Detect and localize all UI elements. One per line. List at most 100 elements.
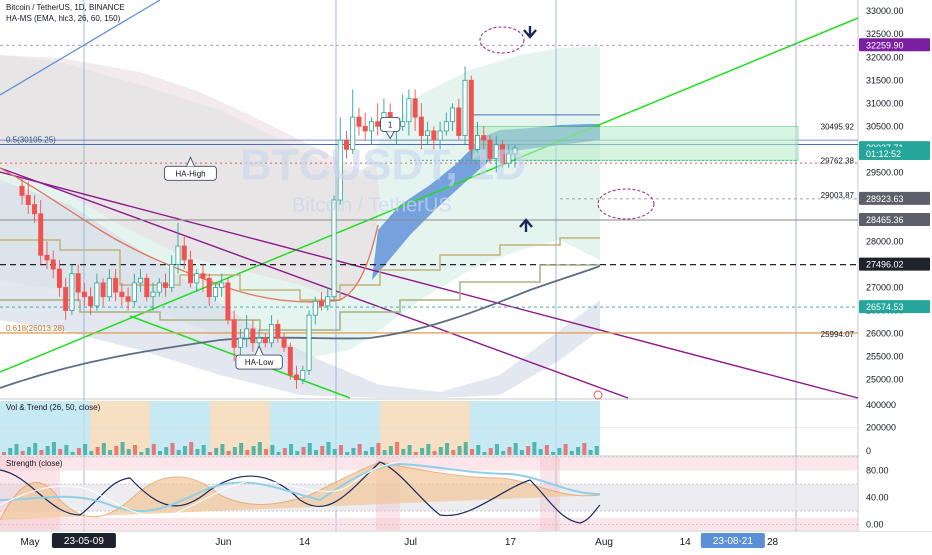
price-badge-bg: [859, 146, 930, 160]
price-badge-text: 28923.63: [866, 194, 904, 204]
green-trend-line-long: [0, 17, 859, 373]
candle-body: [275, 323, 281, 339]
strength-tick-label: 80.00: [866, 466, 889, 476]
candle-body: [475, 135, 481, 150]
price-badge: 32259.90: [859, 38, 930, 52]
date-badge: 23-08-21: [700, 533, 765, 548]
price-tick-label: 26000.00: [866, 329, 904, 339]
candle: [331, 195, 337, 302]
level-label-0: 30495.92: [821, 123, 855, 132]
candle: [275, 319, 281, 343]
candle: [269, 315, 275, 348]
vol-bar: [83, 444, 88, 455]
vol-bar: [507, 447, 512, 455]
candle-body: [281, 337, 287, 348]
candle: [443, 112, 449, 136]
candle-body: [350, 116, 356, 150]
level-label-2: 29003.87: [821, 191, 855, 200]
candle-body: [63, 287, 69, 311]
candle: [281, 333, 287, 352]
vol-bar: [2, 452, 6, 455]
candle-body: [237, 337, 243, 348]
callout-pointer: [254, 344, 264, 356]
candle-body: [400, 121, 406, 127]
vol-bar: [388, 446, 393, 455]
candle-body: [312, 300, 318, 316]
vol-bar: [26, 447, 31, 455]
vol-bar: [114, 446, 119, 455]
callout-text: HA-High: [175, 169, 205, 178]
vol-bar: [445, 443, 450, 455]
candle-body: [69, 273, 75, 311]
vol-bar: [195, 449, 200, 455]
candle-body: [368, 121, 374, 132]
candle-body: [119, 291, 125, 298]
vol-bar: [39, 450, 44, 455]
vol-tick-label: 400000: [866, 400, 896, 410]
candle: [19, 176, 25, 205]
candle-body: [487, 139, 493, 159]
price-badge: 27496.02: [859, 257, 930, 271]
candle: [94, 273, 100, 311]
candle-body: [331, 199, 337, 298]
candle: [50, 250, 56, 279]
price-badge-text: 28465.36: [866, 215, 904, 225]
vol-trend-segment: [150, 401, 210, 455]
vol-bar: [576, 447, 581, 455]
vol-bar: [51, 442, 56, 455]
ellipse-top-marker: [479, 26, 525, 54]
price-badge: 26574.53: [859, 300, 930, 314]
vol-bar: [232, 447, 237, 455]
candle: [219, 273, 225, 297]
vol-bar: [207, 452, 212, 455]
vol-bar: [376, 443, 381, 455]
price-badge-bg: [859, 300, 930, 314]
candle: [350, 89, 356, 154]
vol-bar: [158, 451, 162, 455]
price-badge-text: 32259.90: [866, 40, 904, 50]
price-tick-label: 31000.00: [866, 98, 904, 108]
candle-body: [319, 300, 325, 307]
candle-body: [425, 130, 431, 136]
vol-bar: [239, 443, 244, 455]
candle: [337, 117, 343, 205]
candle: [437, 121, 443, 150]
vol-bar: [314, 450, 318, 455]
price-tick-label: 32500.00: [866, 29, 904, 39]
time-tick-label: Jul: [404, 537, 417, 548]
candle-body: [144, 277, 150, 298]
candle-body: [337, 139, 343, 201]
candle-body: [506, 153, 512, 164]
candle: [56, 259, 62, 297]
candle-body: [412, 98, 418, 118]
vol-bar: [370, 447, 375, 455]
vol-bar: [139, 452, 144, 455]
candle-body: [225, 282, 231, 321]
price-tick-label: 31500.00: [866, 75, 904, 85]
ha-slow-curve: [0, 265, 601, 389]
candle: [481, 126, 487, 150]
candle-body: [375, 121, 381, 127]
candle: [81, 282, 87, 306]
vol-bar: [126, 449, 131, 455]
purple-trend-line-1: [0, 167, 629, 399]
vol-bar: [338, 445, 343, 455]
vol-trend-segment: [380, 401, 470, 455]
vol-trend-title: Vol & Trend (26, 50, close): [6, 403, 101, 412]
price-badge-bg: [859, 257, 930, 271]
date-badge-text: 23-08-21: [713, 536, 753, 547]
candle-body: [31, 204, 37, 215]
candle: [362, 112, 368, 141]
candle-body: [212, 287, 218, 298]
candle: [343, 130, 349, 159]
callout-0: HA-High: [164, 156, 217, 181]
vol-trend-segment: [0, 401, 60, 455]
price-badge: 28465.36: [859, 213, 930, 227]
vol-bar: [532, 442, 537, 455]
candle-body: [499, 144, 505, 164]
vol-bar: [463, 442, 468, 455]
candle: [431, 126, 437, 150]
candle-body: [138, 277, 144, 284]
